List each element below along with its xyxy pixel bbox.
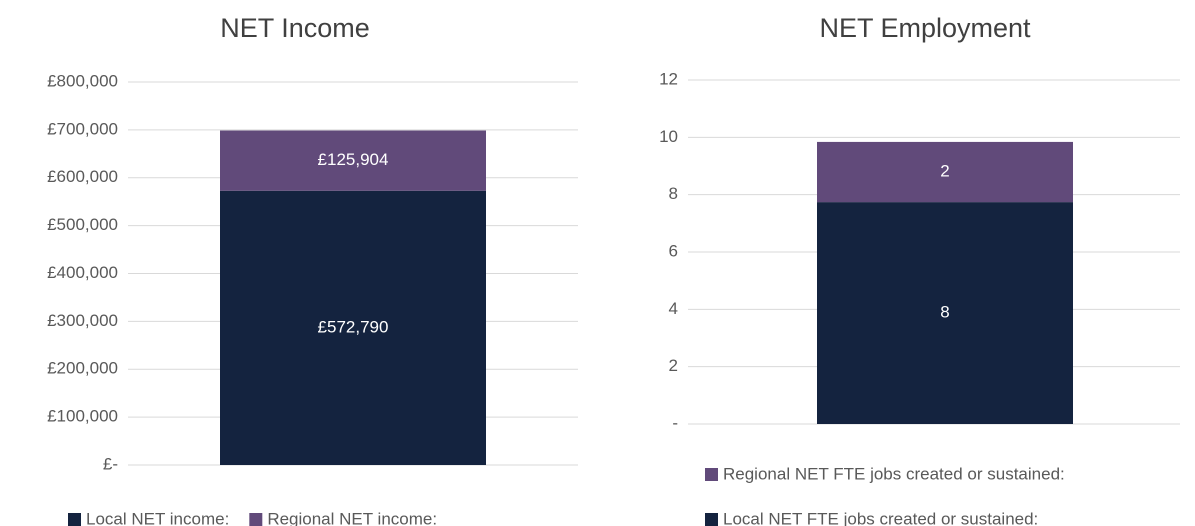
data-label: £125,904 xyxy=(318,150,389,169)
y-tick-label: 10 xyxy=(659,127,678,146)
y-tick-label: £300,000 xyxy=(47,311,118,330)
y-tick-label: 6 xyxy=(669,241,678,260)
bar-segment xyxy=(220,130,486,191)
chart-title: NET Employment xyxy=(819,13,1031,43)
legend-swatch xyxy=(705,513,718,526)
y-tick-label: £700,000 xyxy=(47,119,118,138)
y-tick-label: £500,000 xyxy=(47,215,118,234)
y-tick-label: £- xyxy=(103,454,118,473)
y-tick-label: 2 xyxy=(669,356,678,375)
legend-label: Regional NET FTE jobs created or sustain… xyxy=(723,464,1065,483)
y-tick-label: £200,000 xyxy=(47,359,118,378)
y-tick-label: 12 xyxy=(659,69,678,88)
data-label: £572,790 xyxy=(318,317,389,336)
legend-swatch xyxy=(249,513,263,526)
y-tick-label: - xyxy=(672,413,678,432)
bar-segment xyxy=(817,141,1073,203)
bar-segment xyxy=(817,202,1073,424)
legend-swatch xyxy=(705,468,718,481)
y-tick-label: £400,000 xyxy=(47,263,118,282)
chart-title: NET Income xyxy=(220,13,370,43)
legend-label: Local NET income: xyxy=(86,509,229,526)
data-label: 8 xyxy=(940,303,949,322)
y-tick-label: 4 xyxy=(669,299,678,318)
y-tick-label: 8 xyxy=(669,184,678,203)
y-tick-label: £100,000 xyxy=(47,407,118,426)
y-tick-label: £800,000 xyxy=(47,71,118,90)
legend-label: Regional NET income: xyxy=(267,509,437,526)
legend-swatch xyxy=(68,513,81,526)
y-tick-label: £600,000 xyxy=(47,167,118,186)
data-label: 2 xyxy=(940,162,949,181)
bar-segment xyxy=(220,190,486,465)
legend-label: Local NET FTE jobs created or sustained: xyxy=(723,509,1038,526)
